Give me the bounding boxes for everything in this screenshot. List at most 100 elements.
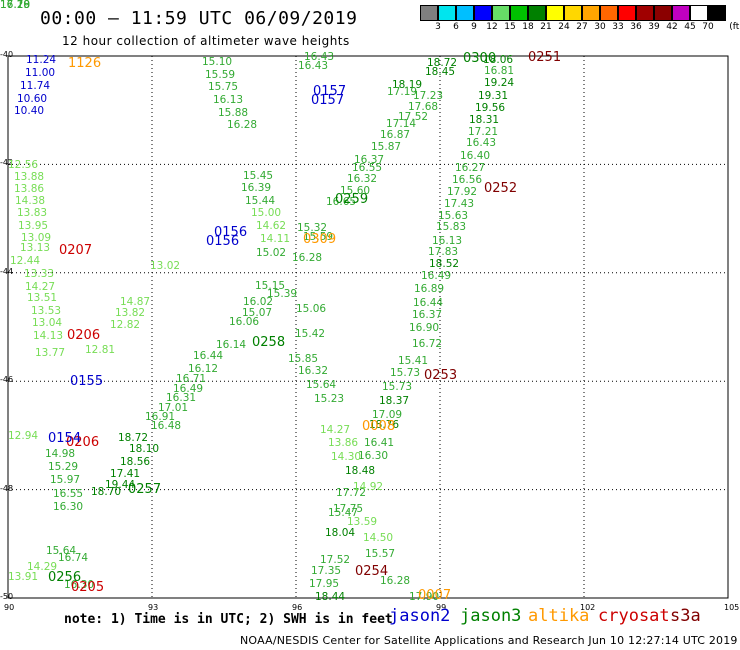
wave-height-value: 13.04 bbox=[32, 317, 63, 329]
pass-time-label: 0259 bbox=[335, 192, 369, 207]
legend-swatch bbox=[546, 5, 564, 21]
pass-time-label: 0256 bbox=[48, 570, 82, 585]
legend-label: 70 bbox=[702, 22, 714, 32]
legend-label: 27 bbox=[576, 22, 588, 32]
longitude-tick: 99 bbox=[436, 603, 447, 612]
wave-height-value: 17.09 bbox=[372, 409, 403, 421]
wave-height-value: 18.44 bbox=[315, 591, 346, 603]
wave-height-value: 16.56 bbox=[452, 174, 483, 186]
wave-height-value: 17.43 bbox=[444, 198, 475, 210]
legend-swatch bbox=[618, 5, 636, 21]
wave-height-value: 15.00 bbox=[251, 207, 282, 219]
wave-height-value: 16.49 bbox=[421, 270, 452, 282]
wave-height-value: 17.41 bbox=[110, 468, 141, 480]
wave-height-value: 15.32 bbox=[297, 222, 328, 234]
longitude-tick: 96 bbox=[292, 603, 303, 612]
wave-height-value: 14.62 bbox=[256, 220, 287, 232]
legend-swatch bbox=[636, 5, 654, 21]
wave-height-value: 12.44 bbox=[10, 255, 41, 267]
wave-height-value: 17.01 bbox=[158, 402, 189, 414]
legend-swatch bbox=[474, 5, 492, 21]
wave-height-value: 12.56 bbox=[8, 159, 39, 171]
wave-height-value: 17.21 bbox=[468, 126, 499, 138]
wave-height-value: 15.88 bbox=[218, 107, 249, 119]
wave-height-value: 15.06 bbox=[296, 303, 327, 315]
wave-height-value: 16.78 bbox=[0, 0, 31, 11]
longitude-tick: 102 bbox=[580, 603, 596, 612]
wave-height-value: 12.82 bbox=[110, 319, 141, 331]
legend-label: 21 bbox=[540, 22, 552, 32]
satellite-altika-label: altika bbox=[528, 606, 590, 626]
wave-height-value: 15.47 bbox=[328, 507, 359, 519]
wave-height-value: 16.44 bbox=[193, 350, 224, 362]
legend-swatch bbox=[690, 5, 708, 21]
wave-height-value: 11.00 bbox=[25, 67, 56, 79]
wave-height-value: 16.13 bbox=[213, 94, 244, 106]
wave-height-value: 10.60 bbox=[17, 93, 48, 105]
legend-label: 24 bbox=[558, 22, 570, 32]
pass-time-label: 0206 bbox=[66, 435, 100, 450]
wave-height-value: 10.40 bbox=[14, 105, 45, 117]
latitude-tick: -50 bbox=[0, 592, 14, 601]
legend-swatch bbox=[456, 5, 474, 21]
legend-swatch bbox=[582, 5, 600, 21]
map-frame bbox=[7, 55, 729, 599]
wave-height-value: 16.37 bbox=[412, 309, 443, 321]
legend-label: 6 bbox=[453, 22, 459, 32]
wave-height-value: 16.14 bbox=[216, 339, 247, 351]
wave-height-value: 13.09 bbox=[21, 232, 52, 244]
longitude-tick: 93 bbox=[148, 603, 159, 612]
legend-label: 18 bbox=[522, 22, 534, 32]
longitude-tick: 90 bbox=[4, 603, 15, 612]
pass-time-label: 0156 bbox=[214, 225, 248, 240]
wave-height-value: 13.33 bbox=[24, 268, 55, 280]
wave-height-value: 16.71 bbox=[176, 373, 207, 385]
legend-label: 12 bbox=[486, 22, 498, 32]
wave-height-value: 14.92 bbox=[353, 481, 384, 493]
wave-height-value: 18.19 bbox=[392, 79, 423, 91]
wave-height-value: 13.13 bbox=[20, 242, 51, 254]
wave-height-value: 14.38 bbox=[15, 195, 46, 207]
wave-height-value: 18.56 bbox=[120, 456, 151, 468]
wave-height-value: 14.11 bbox=[260, 233, 291, 245]
latitude-tick: -42 bbox=[0, 158, 14, 168]
wave-height-value: 18.06 bbox=[483, 54, 514, 66]
pass-time-label: 0253 bbox=[424, 368, 458, 383]
wave-height-value: 13.83 bbox=[17, 207, 48, 219]
wave-height-value: 17.92 bbox=[447, 186, 478, 198]
wave-height-value: 16.32 bbox=[347, 173, 378, 185]
wave-height-value: 16.41 bbox=[364, 437, 395, 449]
wave-height-value: 18.45 bbox=[425, 66, 456, 78]
wave-height-value: 15.57 bbox=[365, 548, 396, 560]
wave-height-value: 13.02 bbox=[150, 260, 181, 272]
pass-time-label: 0157 bbox=[311, 93, 345, 108]
pass-time-label: 0008 bbox=[362, 419, 396, 434]
wave-height-value: 14.13 bbox=[33, 330, 64, 342]
legend-swatch bbox=[510, 5, 528, 21]
wave-height-value: 18.31 bbox=[469, 114, 500, 126]
longitude-tick: 105 bbox=[724, 603, 740, 612]
wave-height-value: 18.76 bbox=[369, 419, 400, 431]
legend-label: 33 bbox=[612, 22, 624, 32]
legend-swatch bbox=[438, 5, 456, 21]
wave-height-value: 13.53 bbox=[31, 305, 62, 317]
wave-height-value: 12.94 bbox=[8, 430, 39, 442]
pass-time-label: 0205 bbox=[71, 580, 105, 595]
grid-lines bbox=[8, 56, 728, 598]
legend-label: 9 bbox=[471, 22, 477, 32]
wave-height-value: 15.85 bbox=[288, 353, 319, 365]
wave-height-value: 16.43 bbox=[298, 60, 329, 72]
wave-height-value: 16.02 bbox=[243, 296, 274, 308]
wave-height-value: 13.82 bbox=[115, 307, 146, 319]
wave-height-value: 17.90 bbox=[409, 591, 440, 603]
legend-label: 45 bbox=[684, 22, 696, 32]
wave-height-value: 15.45 bbox=[243, 170, 274, 182]
wave-height-value: 13.86 bbox=[328, 437, 359, 449]
satellite-s3a-label: s3a bbox=[670, 606, 701, 626]
wave-height-value: 17.83 bbox=[428, 246, 459, 258]
wave-height-value: 16.43 bbox=[466, 137, 497, 149]
wave-height-value: 13.59 bbox=[347, 516, 378, 528]
pass-time-label: 0309 bbox=[303, 232, 337, 247]
wave-height-value: 13.51 bbox=[27, 292, 58, 304]
